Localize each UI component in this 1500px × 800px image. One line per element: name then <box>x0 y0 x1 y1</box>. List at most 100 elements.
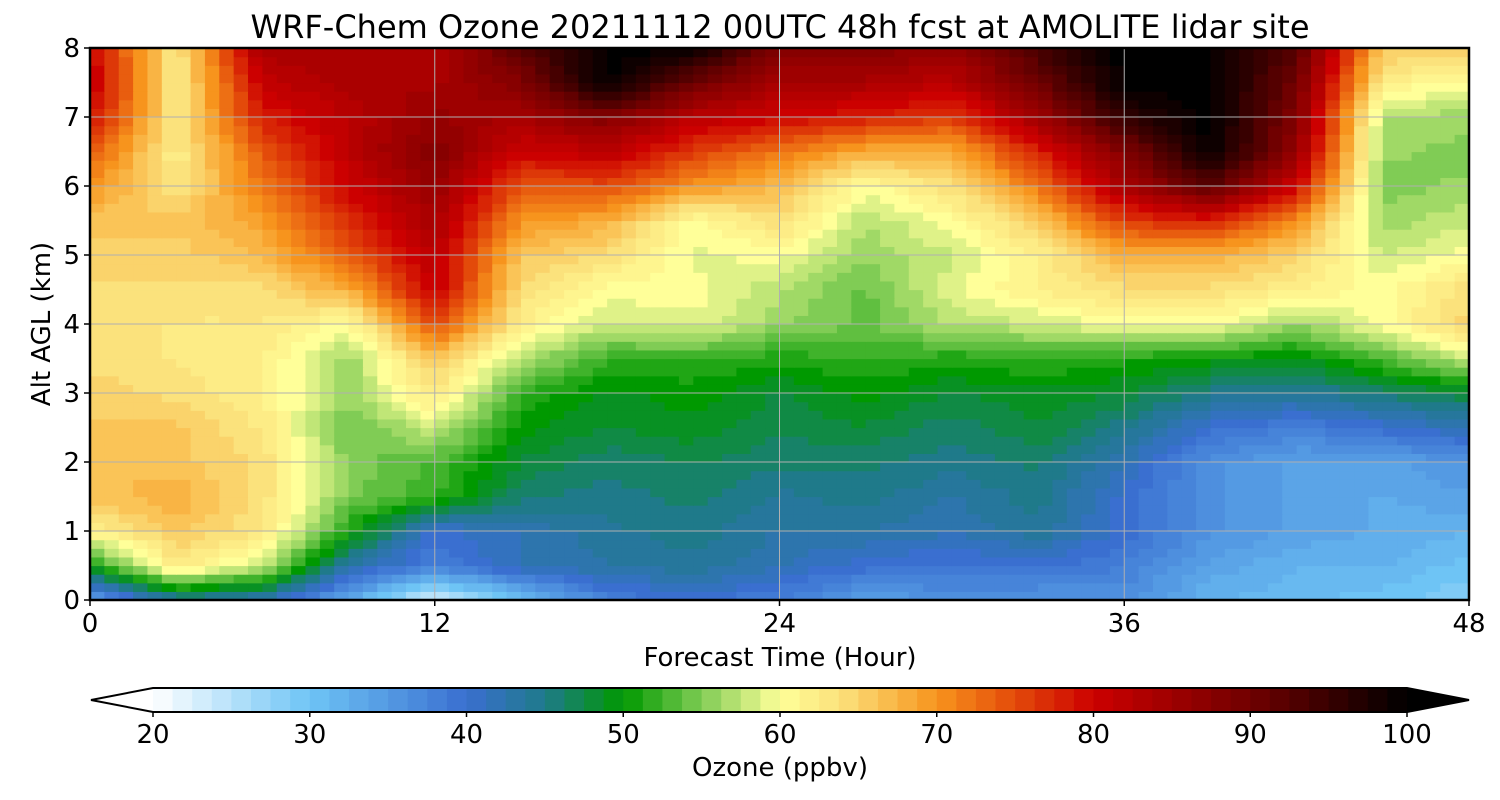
heatmap-cell <box>492 513 508 523</box>
heatmap-cell <box>765 298 781 308</box>
heatmap-cell <box>650 444 666 454</box>
heatmap-cell <box>1181 393 1197 403</box>
heatmap-cell <box>908 418 924 429</box>
heatmap-cell <box>434 505 450 515</box>
heatmap-cell <box>391 229 407 239</box>
heatmap-cell <box>937 246 953 256</box>
heatmap-cell <box>793 367 809 377</box>
heatmap-cell <box>1397 186 1413 196</box>
heatmap-cell <box>1282 487 1298 498</box>
heatmap-cell <box>793 298 809 308</box>
heatmap-cell <box>1167 263 1183 273</box>
heatmap-cell <box>133 280 149 291</box>
heatmap-cell <box>520 556 536 567</box>
heatmap-cell <box>836 151 852 161</box>
heatmap-cell <box>492 487 508 498</box>
heatmap-cell <box>276 565 292 575</box>
heatmap-cell <box>1382 280 1398 291</box>
heatmap-cell <box>664 168 680 178</box>
heatmap-cell <box>1124 186 1140 196</box>
heatmap-cell <box>1167 203 1183 213</box>
heatmap-cell <box>477 177 493 187</box>
heatmap-cell <box>1038 203 1054 213</box>
heatmap-cell <box>1023 186 1039 196</box>
heatmap-cell <box>1253 574 1269 584</box>
heatmap-cell <box>1368 194 1384 204</box>
heatmap-cell <box>1109 255 1125 265</box>
heatmap-cell <box>1397 229 1413 239</box>
heatmap-cell <box>1081 453 1097 463</box>
heatmap-cell <box>133 186 149 196</box>
heatmap-cell <box>291 280 307 291</box>
heatmap-cell <box>851 444 867 454</box>
heatmap-cell <box>951 341 967 351</box>
heatmap-cell <box>678 280 694 291</box>
heatmap-cell <box>463 349 479 360</box>
heatmap-cell <box>362 556 378 567</box>
heatmap-cell <box>607 358 623 368</box>
heatmap-cell <box>894 280 910 291</box>
heatmap-cell <box>966 289 982 299</box>
heatmap-cell <box>1009 539 1025 549</box>
heatmap-cell <box>1009 401 1025 411</box>
heatmap-cell <box>1310 332 1326 342</box>
heatmap-cell <box>90 186 105 196</box>
heatmap-cell <box>722 436 737 446</box>
heatmap-cell <box>1124 444 1140 454</box>
heatmap-cell <box>923 358 939 368</box>
heatmap-cell <box>1440 522 1456 532</box>
heatmap-cell <box>420 255 436 265</box>
heatmap-cell <box>1267 229 1283 239</box>
heatmap-cell <box>980 194 996 204</box>
heatmap-cell <box>1138 556 1154 567</box>
heatmap-cell <box>1109 574 1125 584</box>
heatmap-cell <box>463 427 479 437</box>
heatmap-cell <box>506 487 522 498</box>
heatmap-cell <box>592 444 608 454</box>
heatmap-cell <box>1109 220 1125 230</box>
heatmap-cell <box>348 375 364 385</box>
heatmap-cell <box>1167 436 1183 446</box>
heatmap-cell <box>1440 470 1456 480</box>
heatmap-cell <box>865 487 881 498</box>
heatmap-cell <box>736 522 752 532</box>
heatmap-cell <box>578 591 594 600</box>
heatmap-cell <box>736 462 752 472</box>
heatmap-cell <box>1124 479 1140 489</box>
heatmap-cell <box>1138 341 1154 351</box>
heatmap-cell <box>1052 401 1068 411</box>
heatmap-cell <box>377 332 393 342</box>
heatmap-cell <box>765 496 781 506</box>
heatmap-cell <box>348 496 364 506</box>
heatmap-cell <box>1023 194 1039 204</box>
heatmap-cell <box>1095 160 1111 170</box>
heatmap-cell <box>808 255 824 265</box>
heatmap-cell <box>305 237 321 247</box>
heatmap-cell <box>348 401 364 411</box>
heatmap-cell <box>1138 349 1154 360</box>
heatmap-cell <box>578 289 594 299</box>
heatmap-cell <box>391 332 407 342</box>
heatmap-cell <box>463 280 479 291</box>
heatmap-cell <box>90 522 105 532</box>
heatmap-cell <box>176 487 192 498</box>
heatmap-cell <box>406 367 421 377</box>
heatmap-cell <box>578 211 594 222</box>
heatmap-cell <box>1052 263 1068 273</box>
heatmap-cell <box>204 229 220 239</box>
heatmap-cell <box>506 194 522 204</box>
heatmap-cell <box>334 505 350 515</box>
heatmap-cell <box>722 453 737 463</box>
heatmap-cell <box>1368 531 1384 541</box>
heatmap-cell <box>118 367 134 377</box>
heatmap-cell <box>492 220 508 230</box>
heatmap-cell <box>449 186 465 196</box>
heatmap-cell <box>334 384 350 394</box>
heatmap-cell <box>607 255 623 265</box>
heatmap-cell <box>133 332 149 342</box>
heatmap-cell <box>1339 289 1355 299</box>
heatmap-cell <box>248 539 263 549</box>
heatmap-cell <box>650 453 666 463</box>
heatmap-cell <box>90 427 105 437</box>
heatmap-cell <box>1109 237 1125 247</box>
